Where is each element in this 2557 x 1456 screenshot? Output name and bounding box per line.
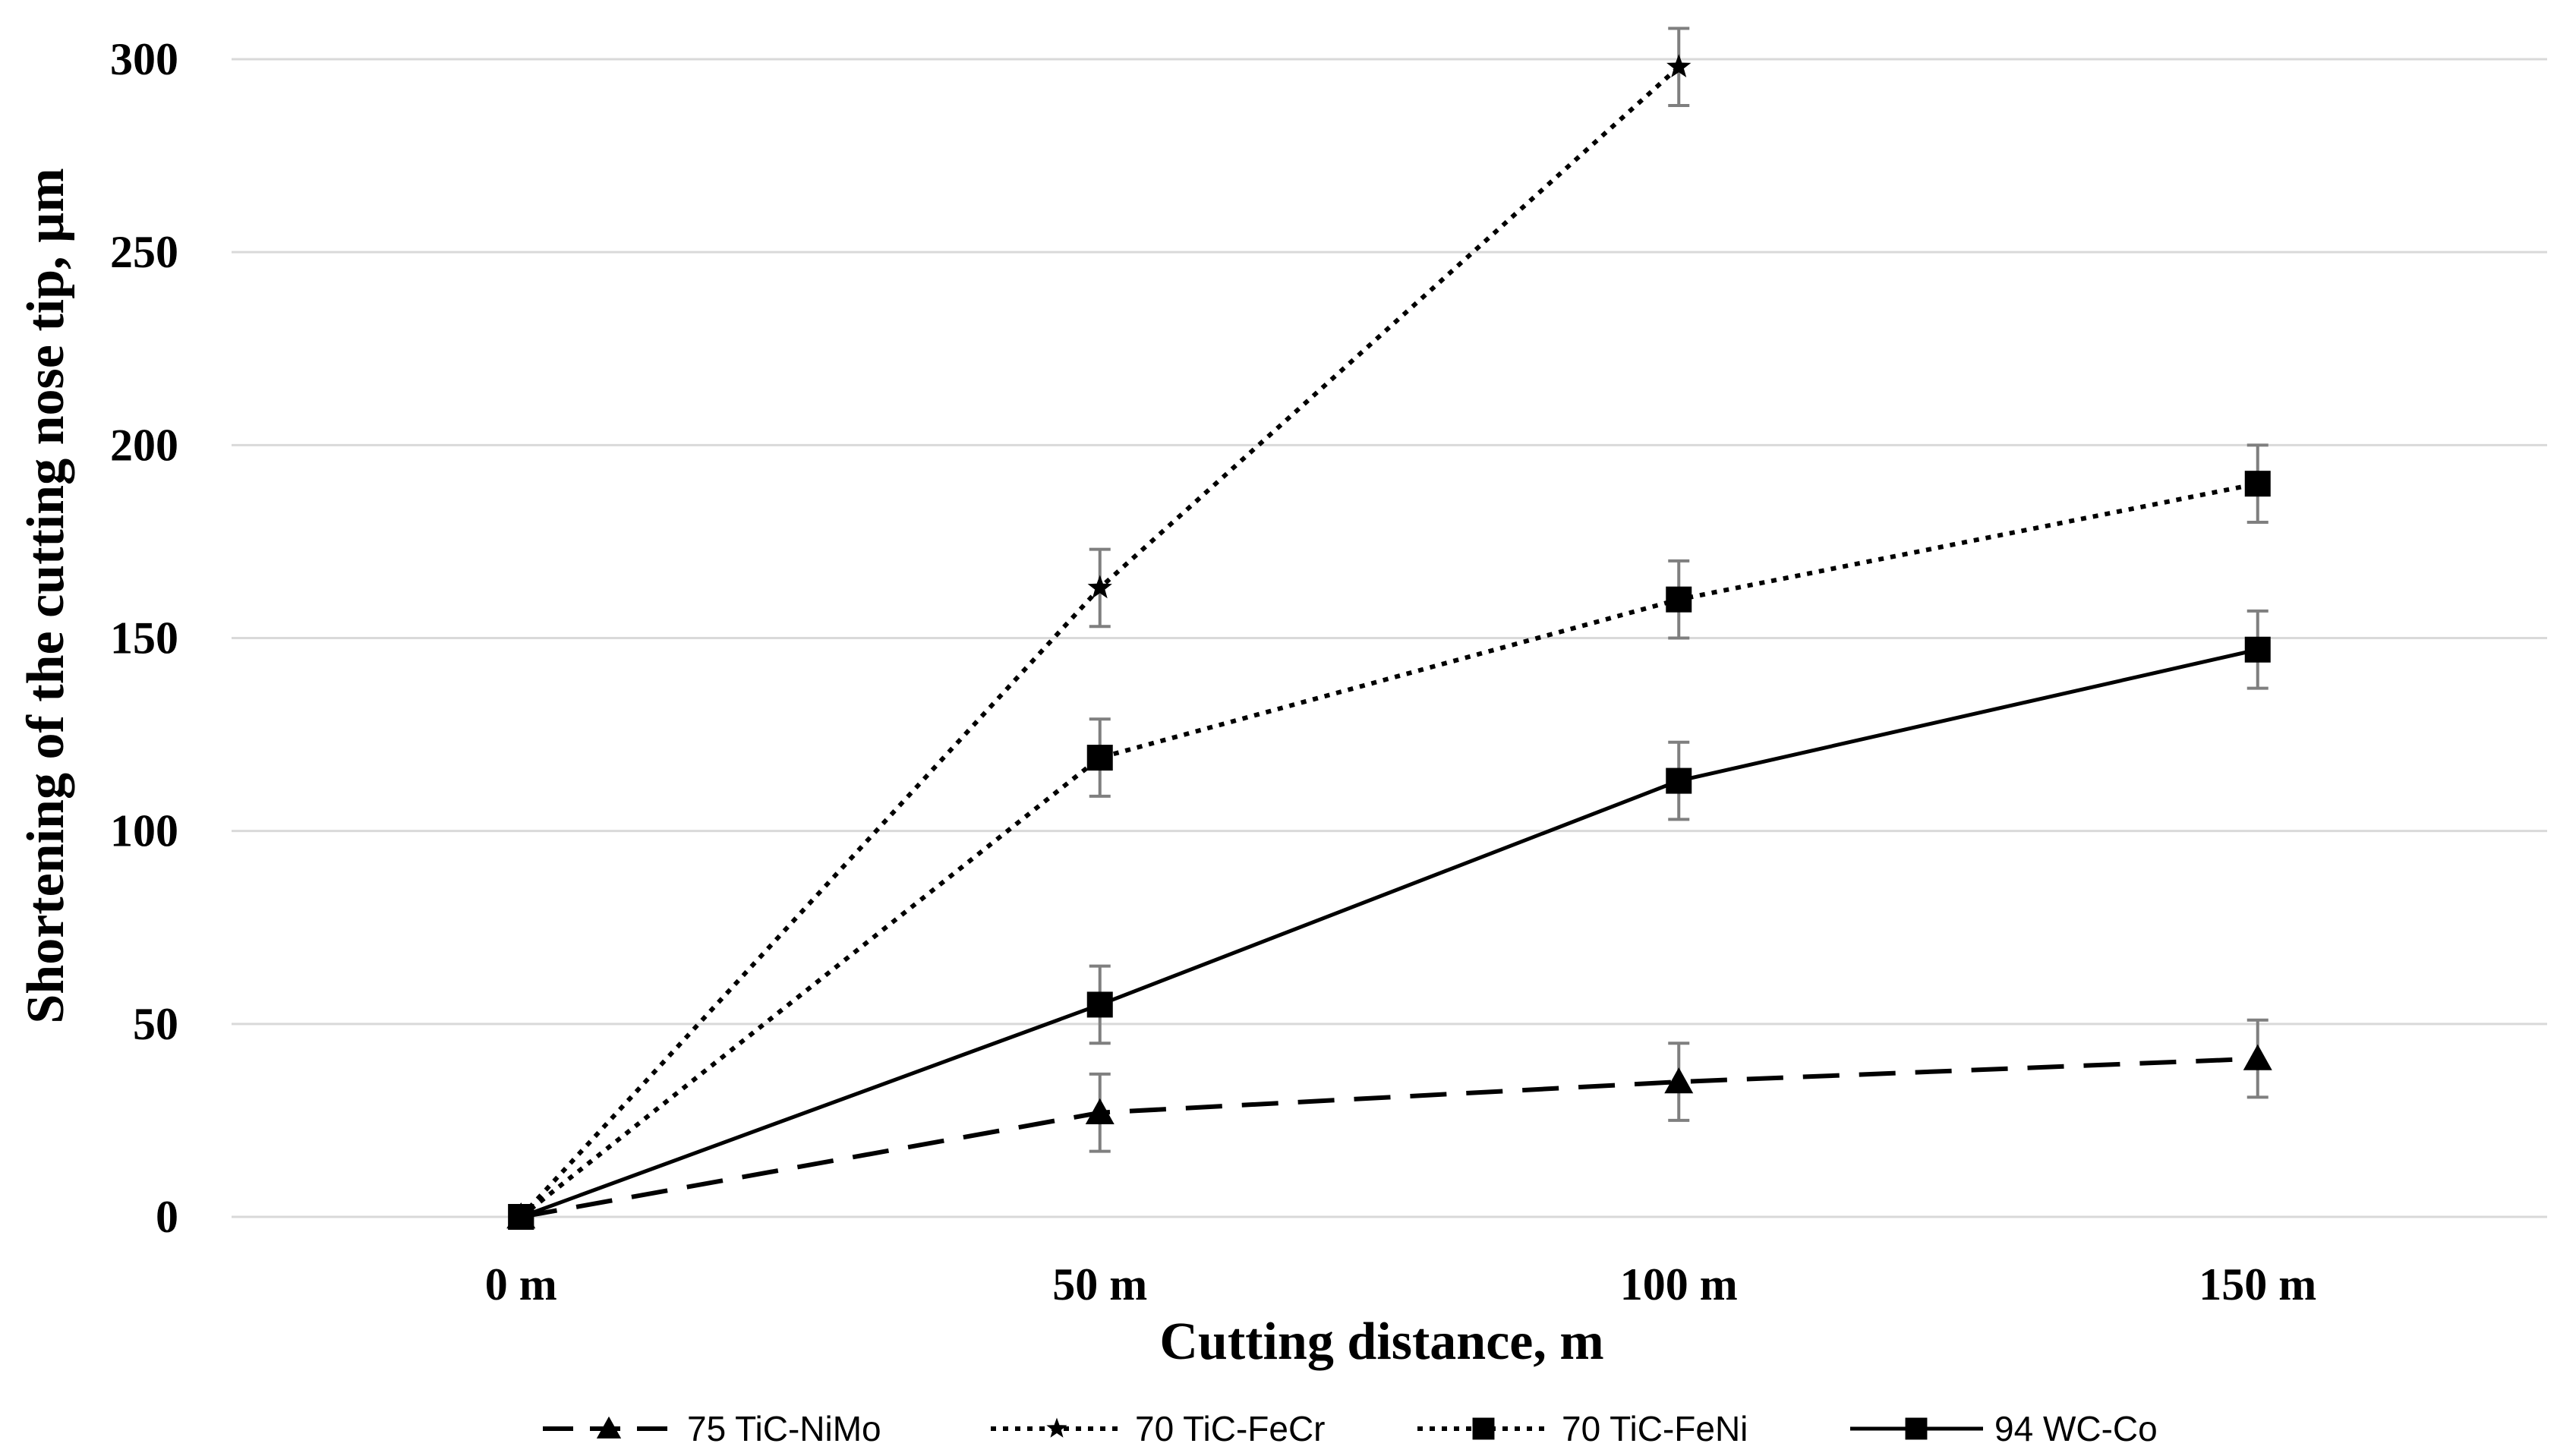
legend-label: 70 TiC-FeNi (1562, 1409, 1748, 1448)
data-point (508, 1204, 534, 1230)
legend-item: 70 TiC-FeCr (991, 1409, 1325, 1448)
legend-marker (1905, 1417, 1928, 1440)
x-tick-label: 0 m (485, 1259, 557, 1309)
series-line (520, 648, 2259, 1219)
legend-item: 70 TiC-FeNi (1417, 1409, 1748, 1448)
legend-label: 70 TiC-FeCr (1135, 1409, 1325, 1448)
series-line (520, 1056, 2258, 1219)
legend-marker (1046, 1417, 1067, 1438)
data-point (1085, 1098, 1115, 1124)
data-point (1666, 586, 1692, 613)
data-point (1666, 54, 1692, 77)
series-line (519, 481, 2259, 1219)
y-axis-ticks: 0 50 100 150 200 250 300 (110, 34, 178, 1242)
x-axis-title: Cutting distance, m (1159, 1313, 1603, 1371)
legend-item: 75 TiC-NiMo (543, 1409, 881, 1448)
y-tick-label: 250 (110, 227, 178, 277)
series-group (506, 27, 2272, 1230)
series-70-tic-fecr (509, 27, 1692, 1228)
series-70-tic-feni (508, 443, 2271, 1230)
data-point (1086, 745, 1113, 771)
data-point (2243, 1044, 2272, 1070)
x-tick-label: 100 m (1620, 1259, 1738, 1309)
data-point (1087, 575, 1112, 599)
data-point (1666, 767, 1692, 794)
y-axis-title: Shortening of the cutting nose tip, µm (17, 168, 75, 1023)
data-point (1664, 1067, 1694, 1094)
series-75-tic-nimo (506, 1018, 2272, 1229)
legend-marker (596, 1416, 622, 1439)
x-tick-label: 150 m (2199, 1259, 2316, 1309)
legend-marker (1472, 1417, 1495, 1440)
data-point (1086, 991, 1113, 1018)
legend: 75 TiC-NiMo 70 TiC-FeCr 70 TiC-FeNi 94 WC-C… (543, 1409, 2158, 1448)
series-94-wc-co (508, 609, 2271, 1230)
data-point (2244, 471, 2271, 497)
x-tick-label: 50 m (1052, 1259, 1147, 1309)
legend-item: 94 WC-Co (1850, 1409, 2158, 1448)
x-axis-ticks: 0 m 50 m 100 m 150 m (485, 1259, 2316, 1309)
y-tick-label: 0 (156, 1192, 178, 1242)
y-tick-label: 150 (110, 613, 178, 663)
gridlines (232, 58, 2547, 1218)
legend-label: 94 WC-Co (1994, 1409, 2158, 1448)
y-tick-label: 100 (110, 806, 178, 856)
data-point (2244, 636, 2271, 663)
y-tick-label: 200 (110, 420, 178, 470)
legend-label: 75 TiC-NiMo (687, 1409, 881, 1448)
y-tick-label: 50 (133, 999, 178, 1049)
y-tick-label: 300 (110, 34, 178, 84)
